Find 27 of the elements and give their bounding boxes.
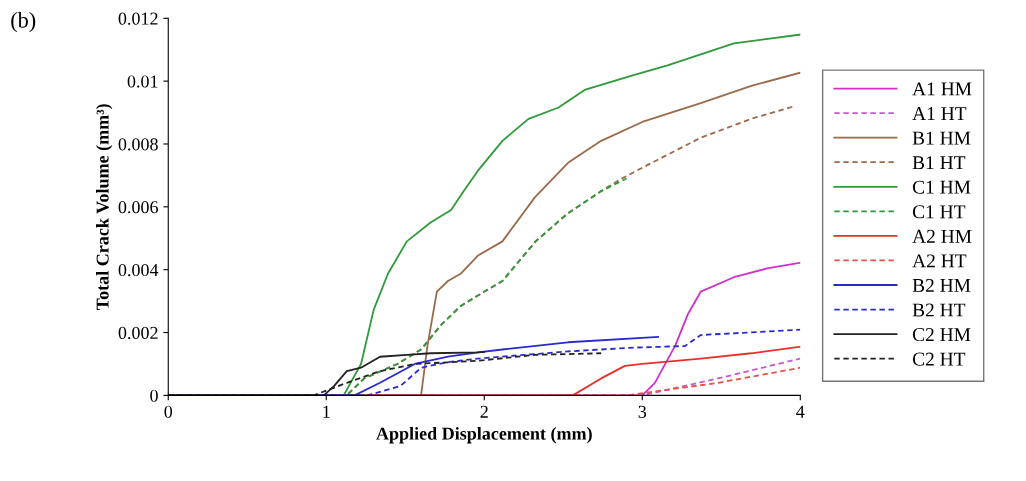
legend-label: C2 HM	[912, 328, 971, 342]
legend-label: C1 HT	[912, 205, 966, 219]
y-tick-label: 0.008	[118, 138, 158, 151]
y-tick-label: 0.002	[118, 326, 158, 340]
legend-label: B2 HM	[912, 278, 971, 292]
y-tick-label: 0.012	[118, 12, 158, 25]
text: (b)	[11, 12, 36, 33]
legend-label: C2 HT	[912, 352, 966, 366]
legend-label: B1 HT	[912, 156, 966, 170]
legend-label: A2 HT	[912, 254, 967, 268]
legend-label: A1 HT	[912, 107, 967, 120]
x-tick-label: 1	[323, 405, 330, 418]
y-axis-title: Total Crack Volume (mm³)	[95, 104, 113, 310]
x-tick-label: 0	[164, 405, 173, 418]
x-tick-label: 2	[480, 405, 488, 418]
legend-label: C1 HM	[912, 180, 971, 194]
y-tick-label: 0	[150, 389, 158, 402]
legend-label: B1 HM	[912, 131, 971, 145]
x-tick-label: 4	[796, 405, 805, 418]
y-tick-label: 0.01	[127, 75, 158, 88]
y-tick-label: 0.006	[118, 201, 158, 214]
legend-label: A2 HM	[912, 229, 972, 243]
x-tick-label: 3	[638, 405, 647, 418]
legend-label: B2 HT	[912, 303, 966, 317]
x-axis-title: Applied Displacement (mm)	[376, 427, 592, 444]
y-tick-label: 0.004	[118, 263, 159, 277]
legend-label: A1 HM	[912, 82, 972, 96]
